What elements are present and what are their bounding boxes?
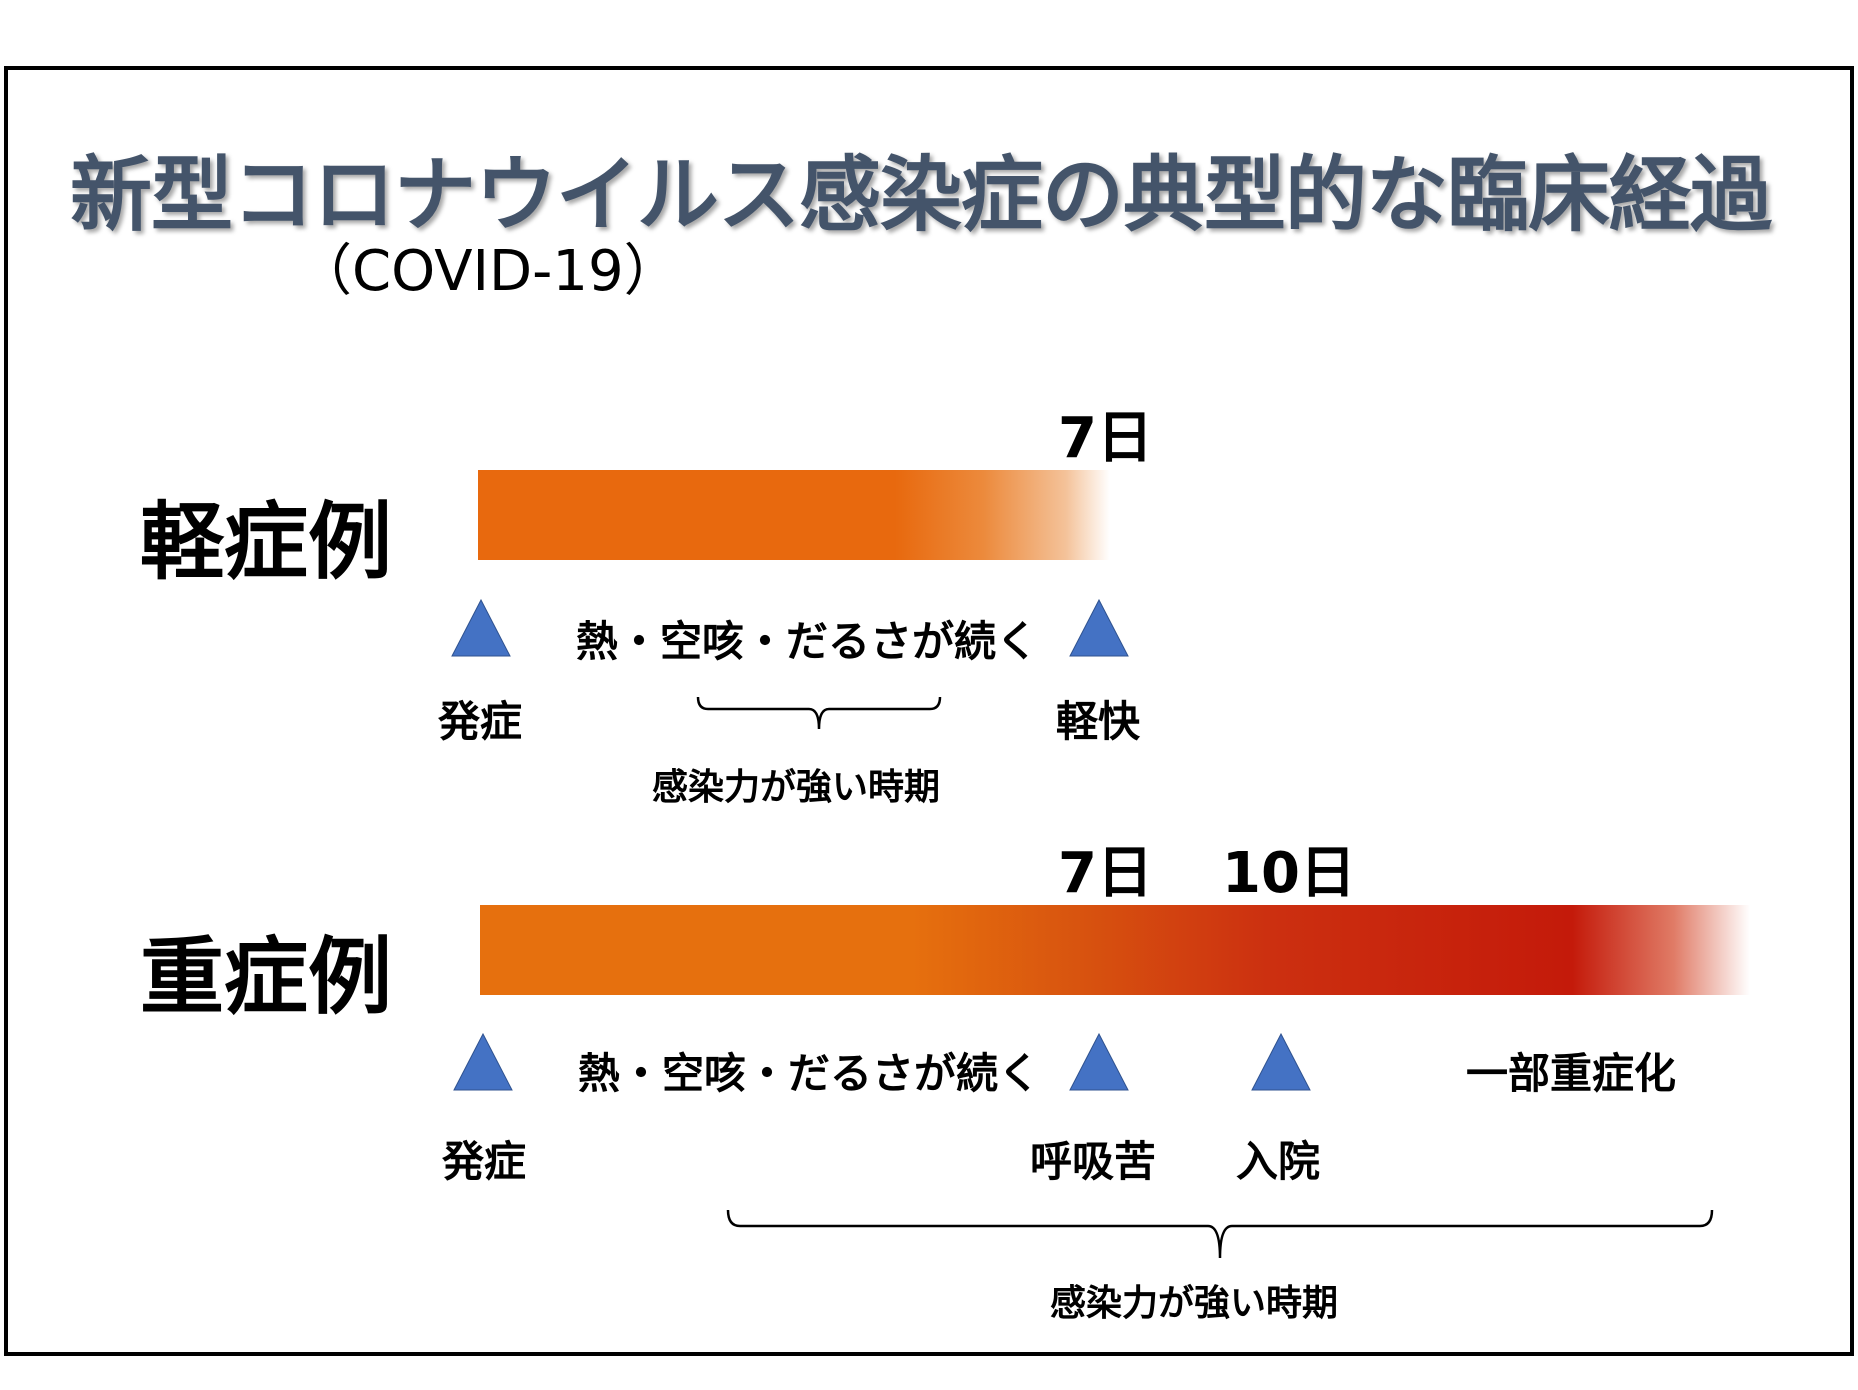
- severe-period-brace: [726, 1208, 1716, 1264]
- mild-recovery-marker-icon: [1068, 598, 1130, 658]
- severe-onset-marker-icon: [452, 1032, 514, 1092]
- page-title: 新型コロナウイルス感染症の典型的な臨床経過: [70, 148, 1772, 243]
- severe-day7-label: 7日: [1058, 841, 1153, 906]
- severe-admission-marker-icon: [1250, 1032, 1312, 1092]
- severe-course-bar: [480, 905, 1750, 995]
- mild-onset-marker-icon: [450, 598, 512, 658]
- mild-course-bar: [478, 470, 1110, 560]
- severe-period-label: 感染力が強い時期: [1050, 1283, 1339, 1324]
- severe-day10-label: 10日: [1222, 841, 1356, 906]
- mild-onset-label: 発症: [438, 697, 523, 746]
- severe-case-label: 重症例: [140, 928, 393, 1026]
- mild-period-brace: [696, 695, 942, 741]
- mild-symptoms-label: 熱・空咳・だるさが続く: [576, 617, 1039, 666]
- page-subtitle: （COVID-19）: [296, 239, 680, 304]
- severe-onset-label: 発症: [442, 1137, 527, 1186]
- mild-day7-label: 7日: [1058, 406, 1153, 471]
- mild-recovery-label: 軽快: [1056, 697, 1141, 746]
- mild-case-label: 軽症例: [140, 493, 393, 591]
- mild-period-label: 感染力が強い時期: [652, 767, 941, 808]
- severe-dyspnea-marker-icon: [1068, 1032, 1130, 1092]
- severe-symptoms-label: 熱・空咳・だるさが続く: [578, 1049, 1041, 1098]
- diagram-frame: [4, 66, 1854, 1356]
- severe-dyspnea-label: 呼吸苦: [1030, 1137, 1157, 1186]
- severe-worsening-label: 一部重症化: [1466, 1049, 1677, 1098]
- severe-admission-label: 入院: [1236, 1137, 1321, 1186]
